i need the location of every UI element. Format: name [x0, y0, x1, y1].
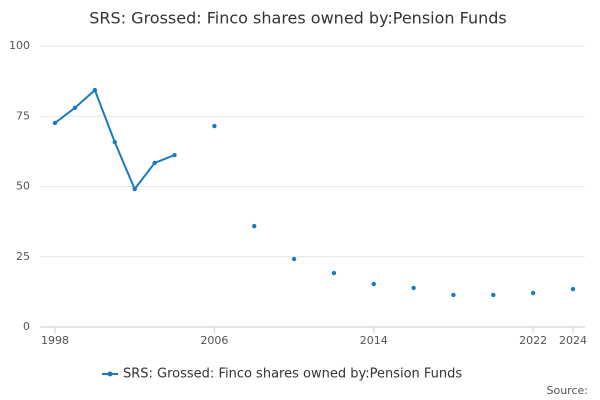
point	[371, 281, 376, 287]
source: Source:	[547, 384, 589, 397]
point	[112, 139, 117, 145]
x-tick-label: 2006	[200, 334, 228, 347]
y-tick-label: 25	[16, 250, 30, 263]
point	[172, 152, 177, 158]
point	[411, 285, 416, 291]
point	[212, 123, 217, 129]
point	[491, 292, 496, 298]
legend-marker	[107, 371, 113, 377]
point	[252, 223, 257, 229]
point	[451, 292, 456, 298]
point	[331, 270, 337, 276]
point	[52, 120, 58, 126]
point	[570, 286, 576, 292]
x-tick-label: 2022	[519, 334, 547, 347]
point	[152, 160, 157, 166]
x-tick-label: 1998	[41, 334, 69, 347]
y-tick-label: 0	[23, 320, 30, 333]
point	[530, 290, 536, 296]
x-tick-label: 2014	[360, 334, 388, 347]
x-tick-label: 2024	[559, 334, 587, 347]
y-tick-label: 75	[16, 109, 30, 122]
y-tick-label: 50	[16, 180, 30, 193]
line	[54, 88, 175, 192]
point	[72, 105, 78, 111]
legend-label: SRS: Grossed: Finco shares owned by:Pens…	[123, 367, 462, 382]
chart-title: SRS: Grossed: Finco shares owned by:Pens…	[89, 9, 506, 28]
point	[132, 186, 137, 192]
y-tick-label: 100	[9, 39, 30, 52]
point	[92, 87, 98, 93]
point	[291, 256, 297, 262]
